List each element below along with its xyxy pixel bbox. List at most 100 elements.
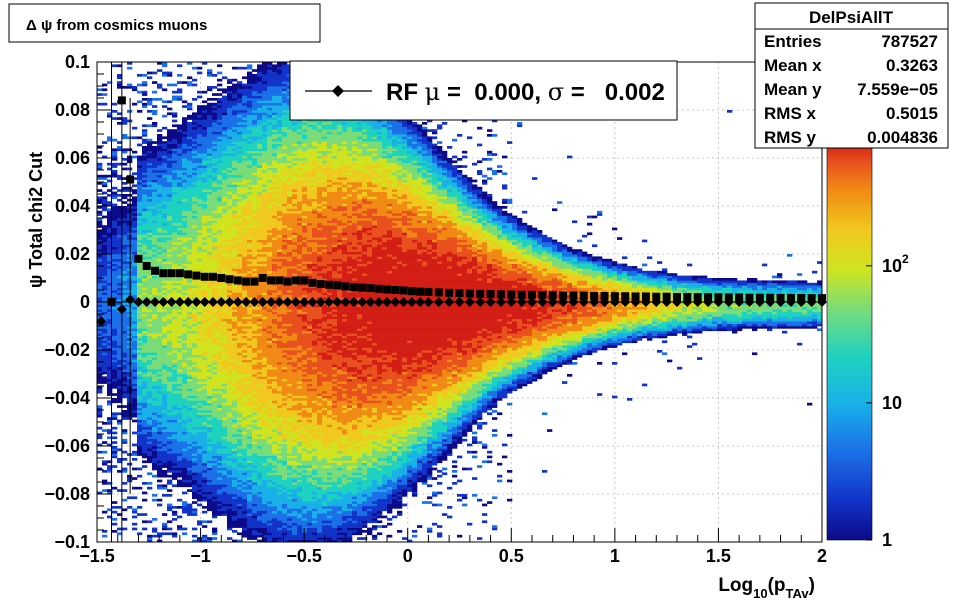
heatmap-cell bbox=[167, 297, 173, 300]
heatmap-cell bbox=[247, 225, 253, 228]
heatmap-cell bbox=[227, 422, 233, 425]
heatmap-cell bbox=[107, 275, 113, 279]
heatmap-cell bbox=[167, 210, 173, 214]
heatmap-cell bbox=[252, 501, 258, 504]
heatmap-cell bbox=[187, 239, 193, 243]
heatmap-cell bbox=[227, 326, 233, 329]
heatmap-cell bbox=[177, 458, 183, 461]
heatmap-cell bbox=[167, 179, 173, 183]
heatmap-cell bbox=[222, 98, 228, 101]
heatmap-cell bbox=[122, 237, 128, 240]
heatmap-cell bbox=[202, 136, 208, 140]
heatmap-cell bbox=[182, 474, 188, 478]
heatmap-cell bbox=[132, 527, 138, 531]
heatmap-cell bbox=[197, 338, 203, 341]
heatmap-cell bbox=[202, 419, 208, 423]
heatmap-cell bbox=[112, 172, 118, 176]
heatmap-cell bbox=[107, 364, 113, 368]
heatmap-cell bbox=[152, 330, 158, 334]
heatmap-cell bbox=[167, 290, 173, 293]
heatmap-cell bbox=[147, 189, 153, 192]
heatmap-cell bbox=[97, 352, 103, 356]
heatmap-cell bbox=[207, 326, 213, 329]
heatmap-cell bbox=[222, 206, 228, 209]
heatmap-cell bbox=[137, 393, 143, 396]
heatmap-cell bbox=[152, 333, 158, 336]
heatmap-cell bbox=[152, 359, 158, 363]
heatmap-cell bbox=[207, 431, 213, 435]
heatmap-cell bbox=[207, 117, 213, 120]
heatmap-cell bbox=[207, 292, 213, 296]
heatmap-cell bbox=[97, 242, 103, 245]
heatmap-cell bbox=[167, 143, 173, 147]
heatmap-cell bbox=[142, 364, 148, 368]
heatmap-cell bbox=[172, 206, 178, 209]
heatmap-cell bbox=[102, 177, 108, 180]
heatmap-cell bbox=[167, 381, 173, 384]
heatmap-cell bbox=[232, 141, 238, 144]
heatmap-cell bbox=[162, 364, 168, 368]
heatmap-cell bbox=[167, 347, 173, 351]
heatmap-cell bbox=[172, 208, 178, 212]
heatmap-cell bbox=[167, 162, 173, 166]
heatmap-cell bbox=[252, 201, 258, 204]
heatmap-cell bbox=[142, 155, 148, 159]
heatmap-cell bbox=[107, 359, 113, 363]
heatmap-cell bbox=[137, 215, 143, 219]
heatmap-cell bbox=[237, 134, 243, 137]
heatmap-cell bbox=[177, 438, 183, 442]
heatmap-cell bbox=[232, 441, 238, 444]
heatmap-cell bbox=[182, 414, 188, 418]
heatmap-cell bbox=[177, 143, 183, 147]
heatmap-cell bbox=[242, 510, 248, 514]
heatmap-cell bbox=[192, 136, 198, 140]
heatmap-cell bbox=[197, 107, 203, 111]
heatmap-cell bbox=[117, 395, 123, 399]
heatmap-cell bbox=[152, 294, 158, 298]
heatmap-cell bbox=[152, 450, 158, 454]
heatmap-cell bbox=[152, 122, 158, 125]
heatmap-cell bbox=[212, 232, 218, 236]
heatmap-cell bbox=[117, 390, 123, 394]
heatmap-cell bbox=[232, 179, 238, 183]
heatmap-cell bbox=[202, 117, 208, 120]
heatmap-cell bbox=[142, 218, 148, 221]
heatmap-cell bbox=[222, 369, 228, 372]
heatmap-cell bbox=[227, 138, 233, 142]
heatmap-cell bbox=[242, 458, 248, 461]
heatmap-cell bbox=[172, 333, 178, 336]
heatmap-cell bbox=[107, 386, 113, 389]
heatmap-cell bbox=[212, 143, 218, 147]
heatmap-cell bbox=[242, 412, 248, 416]
heatmap-cell bbox=[222, 388, 228, 392]
heatmap-cell bbox=[242, 117, 248, 120]
heatmap-cell bbox=[162, 395, 168, 399]
heatmap-cell bbox=[252, 254, 258, 257]
heatmap-cell bbox=[207, 112, 213, 116]
heatmap-cell bbox=[197, 268, 203, 272]
heatmap-cell bbox=[187, 470, 193, 473]
heatmap-cell bbox=[202, 263, 208, 267]
heatmap-cell bbox=[177, 424, 183, 428]
heatmap-cell bbox=[112, 251, 118, 255]
heatmap-cell bbox=[247, 242, 253, 245]
heatmap-cell bbox=[247, 258, 253, 262]
heatmap-cell bbox=[207, 462, 213, 466]
heatmap-cell bbox=[232, 191, 238, 195]
heatmap-cell bbox=[232, 374, 238, 377]
heatmap-cell bbox=[107, 378, 113, 382]
heatmap-cell bbox=[162, 376, 168, 380]
heatmap-cell bbox=[202, 486, 208, 490]
heatmap-cell bbox=[222, 366, 228, 370]
heatmap-cell bbox=[162, 426, 168, 430]
heatmap-cell bbox=[187, 167, 193, 171]
heatmap-cell bbox=[137, 513, 143, 516]
heatmap-cell bbox=[137, 143, 143, 147]
heatmap-cell bbox=[132, 362, 138, 365]
heatmap-cell bbox=[157, 218, 163, 221]
heatmap-cell bbox=[217, 438, 223, 442]
heatmap-cell bbox=[192, 78, 198, 82]
heatmap-cell bbox=[217, 462, 223, 466]
heatmap-cell bbox=[202, 309, 208, 312]
heatmap-cell bbox=[242, 172, 248, 176]
